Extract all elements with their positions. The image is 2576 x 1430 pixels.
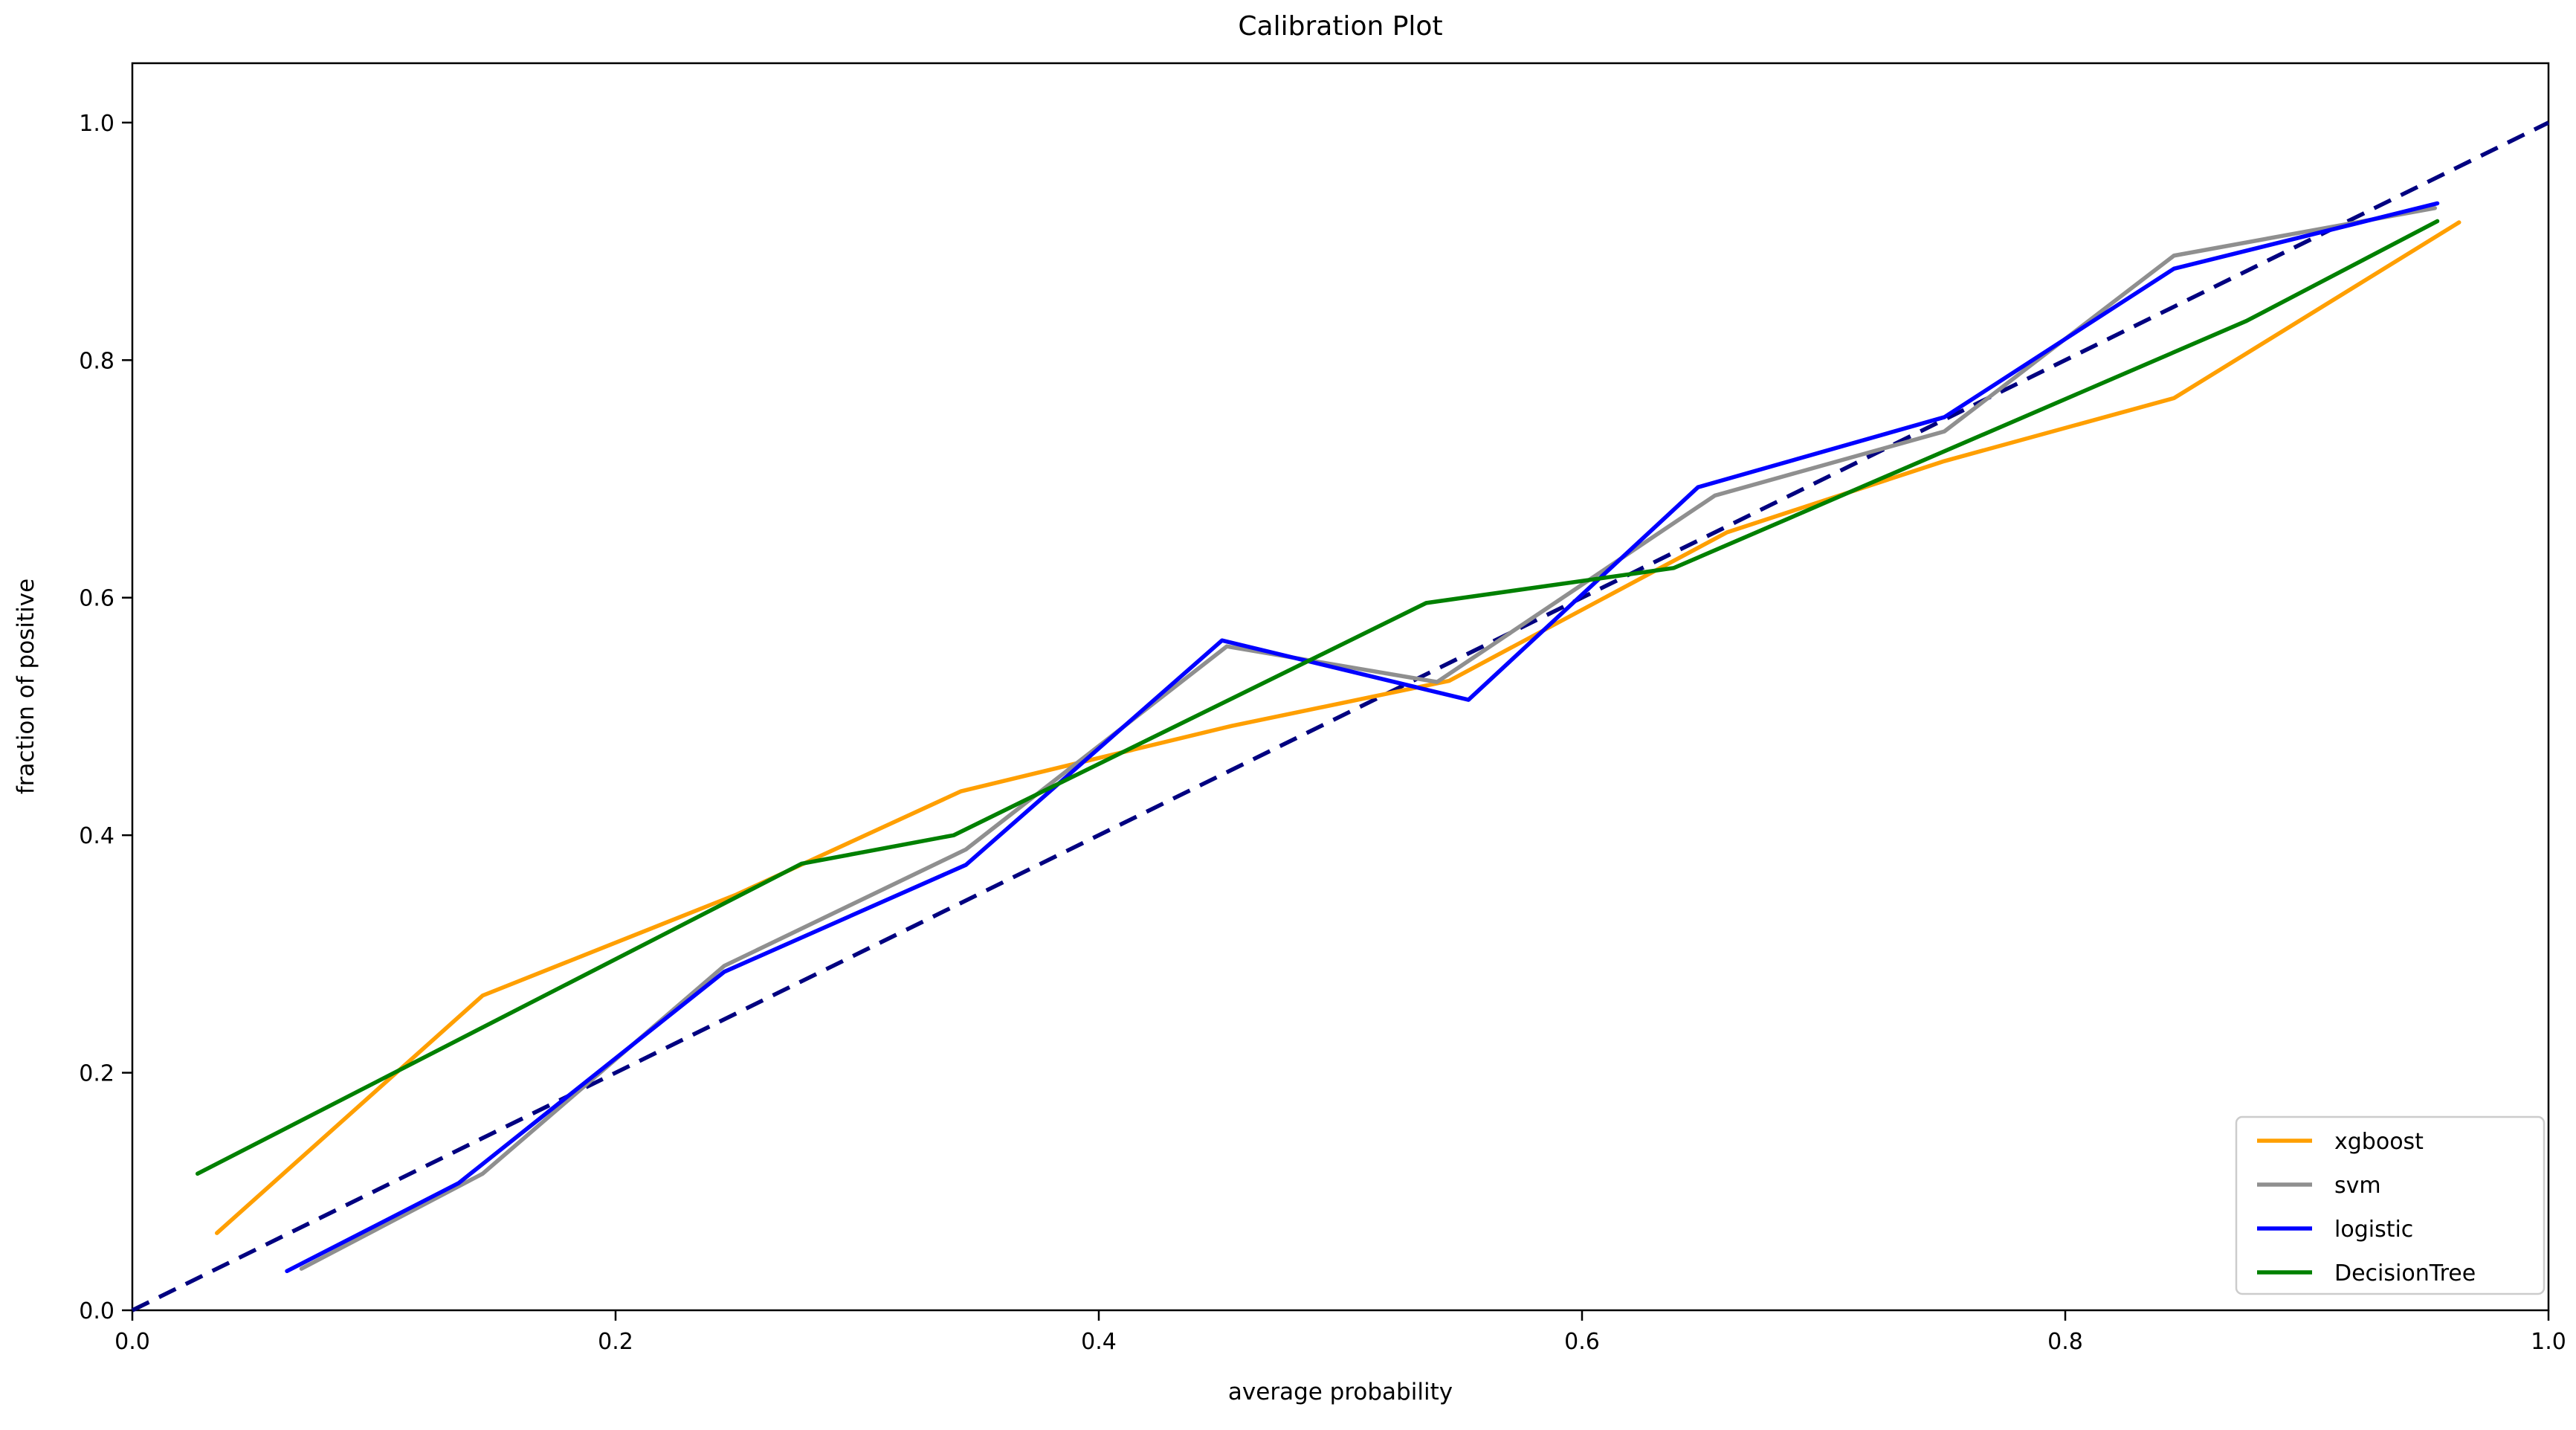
legend-label-xgboost: xgboost <box>2334 1129 2424 1155</box>
series-line-svm <box>299 206 2437 1271</box>
legend-box <box>2235 1115 2546 1295</box>
x-tick-label: 0.2 <box>598 1329 633 1355</box>
x-tick-label: 0.4 <box>1081 1329 1117 1355</box>
y-tick-label: 1.0 <box>79 111 114 137</box>
reference-diagonal-line <box>131 120 2550 1313</box>
legend-label-DecisionTree: DecisionTree <box>2334 1260 2476 1286</box>
x-axis-label: average probability <box>1228 1379 1453 1405</box>
chart-title: Calibration Plot <box>1238 11 1442 42</box>
y-tick-label: 0.6 <box>79 586 114 612</box>
x-tick-label: 1.0 <box>2531 1329 2566 1355</box>
legend-label-svm: svm <box>2334 1173 2381 1199</box>
x-tick-label: 0.6 <box>1564 1329 1600 1355</box>
plot-border <box>131 62 2550 1312</box>
legend: xgboost svm logistic DecisionTree <box>2235 1115 2546 1295</box>
y-tick-label: 0.4 <box>79 823 114 849</box>
y-tick-label: 0.8 <box>79 348 114 374</box>
x-tick-label: 0.0 <box>114 1329 150 1355</box>
plot-area: 0.0 0.2 0.4 0.6 0.8 1.0 0.0 0.2 0.4 0.6 0.8 1.0 xgbo… <box>79 62 2566 1355</box>
series-line-DecisionTree <box>196 219 2440 1176</box>
y-tick-label: 0.0 <box>79 1298 114 1324</box>
series-line-logistic <box>285 201 2440 1274</box>
y-axis-label: fraction of positive <box>13 579 39 794</box>
x-tick-label: 0.8 <box>2047 1329 2083 1355</box>
series-line-xgboost <box>215 220 2462 1235</box>
legend-label-logistic: logistic <box>2334 1217 2413 1243</box>
y-tick-label: 0.2 <box>79 1061 114 1087</box>
